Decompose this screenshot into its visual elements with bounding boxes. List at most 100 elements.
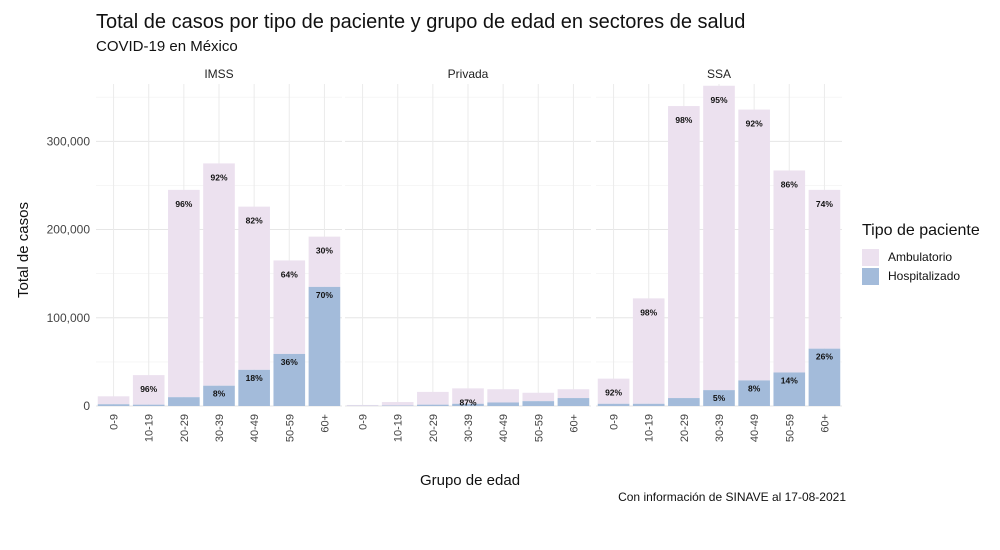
bar-hospitalizado bbox=[738, 380, 770, 406]
bar-ambulatorio bbox=[738, 109, 770, 381]
x-tick-label: 40-49 bbox=[249, 414, 261, 442]
data-label-ambulatorio: 96% bbox=[175, 199, 192, 209]
bar-hospitalizado bbox=[487, 402, 519, 406]
data-label-ambulatorio: 92% bbox=[605, 388, 622, 398]
bar-ambulatorio bbox=[273, 260, 306, 354]
chart-caption: Con información de SINAVE al 17-08-2021 bbox=[618, 490, 846, 504]
x-tick-label: 30-39 bbox=[714, 414, 726, 442]
x-tick-label: 0-9 bbox=[109, 414, 121, 430]
bar-ambulatorio bbox=[381, 402, 414, 406]
facet-label-privada: Privada bbox=[448, 67, 489, 81]
data-label-ambulatorio: 87% bbox=[459, 397, 476, 407]
facet-label-ssa: SSA bbox=[707, 67, 731, 81]
x-tick-label: 10-19 bbox=[644, 414, 656, 442]
bar-ambulatorio bbox=[597, 378, 630, 404]
x-tick-label: 50-59 bbox=[784, 414, 796, 442]
bar-hospitalizado bbox=[273, 353, 306, 406]
bar-ambulatorio bbox=[632, 298, 665, 404]
legend-label-hospitalizado: Hospitalizado bbox=[888, 269, 961, 283]
data-label-hospitalizado: 18% bbox=[246, 373, 263, 383]
bar-ambulatorio bbox=[522, 392, 555, 402]
bar-ambulatorio bbox=[703, 85, 735, 391]
data-label-ambulatorio: 64% bbox=[281, 269, 298, 279]
legend-item-hospitalizado: Hospitalizado bbox=[862, 267, 980, 285]
y-axis-title: Total de casos bbox=[15, 202, 32, 298]
data-label-ambulatorio: 92% bbox=[210, 172, 227, 182]
bar-hospitalizado bbox=[168, 397, 200, 406]
x-tick-label: 10-19 bbox=[393, 414, 405, 442]
legend: Tipo de paciente Ambulatorio Hospitaliza… bbox=[862, 222, 980, 286]
data-label-hospitalizado: 5% bbox=[713, 393, 726, 403]
data-label-hospitalizado: 70% bbox=[316, 290, 333, 300]
data-label-ambulatorio: 74% bbox=[816, 199, 833, 209]
data-label-hospitalizado: 26% bbox=[816, 352, 833, 362]
legend-key-ambulatorio bbox=[862, 248, 879, 266]
chart-title: Total de casos por tipo de paciente y gr… bbox=[96, 11, 746, 33]
x-tick-label: 0-9 bbox=[609, 414, 621, 430]
data-label-ambulatorio: 92% bbox=[746, 119, 763, 129]
bar-ambulatorio bbox=[132, 375, 165, 405]
legend-label-ambulatorio: Ambulatorio bbox=[888, 250, 953, 264]
bar-ambulatorio bbox=[168, 189, 200, 398]
bar-hospitalizado bbox=[132, 404, 165, 406]
x-tick-label: 0-9 bbox=[358, 414, 370, 430]
legend-key-hospitalizado bbox=[862, 267, 879, 285]
bar-hospitalizado bbox=[597, 403, 630, 406]
data-label-ambulatorio: 96% bbox=[140, 384, 157, 394]
y-tick-label: 0 bbox=[83, 399, 90, 413]
data-label-hospitalizado: 8% bbox=[748, 383, 761, 393]
bar-ambulatorio bbox=[452, 388, 484, 404]
bar-hospitalizado bbox=[522, 401, 555, 406]
data-label-hospitalizado: 8% bbox=[213, 389, 226, 399]
x-tick-label: 50-59 bbox=[284, 414, 296, 442]
data-label-ambulatorio: 30% bbox=[316, 246, 333, 256]
y-tick-label: 200,000 bbox=[47, 223, 91, 237]
legend-title: Tipo de paciente bbox=[862, 222, 980, 239]
bar-ambulatorio bbox=[773, 170, 806, 373]
bar-hospitalizado bbox=[668, 398, 700, 406]
x-tick-label: 20-29 bbox=[679, 414, 691, 442]
bar-ambulatorio bbox=[668, 106, 700, 399]
facet-label-imss: IMSS bbox=[204, 67, 233, 81]
bar-ambulatorio bbox=[308, 236, 341, 287]
x-tick-label: 60+ bbox=[568, 414, 580, 433]
legend-item-ambulatorio: Ambulatorio bbox=[862, 248, 980, 266]
x-tick-label: 40-49 bbox=[498, 414, 510, 442]
data-label-ambulatorio: 86% bbox=[781, 179, 798, 189]
bar-hospitalizado bbox=[703, 390, 735, 406]
x-tick-label: 30-39 bbox=[214, 414, 226, 442]
bar-ambulatorio bbox=[97, 396, 130, 405]
bar-hospitalizado bbox=[773, 372, 806, 406]
data-label-ambulatorio: 95% bbox=[710, 95, 727, 105]
bar-hospitalizado bbox=[452, 403, 484, 406]
x-tick-label: 10-19 bbox=[144, 414, 156, 442]
bar-hospitalizado bbox=[808, 348, 841, 406]
data-label-hospitalizado: 14% bbox=[781, 375, 798, 385]
y-tick-label: 100,000 bbox=[47, 311, 91, 325]
bar-ambulatorio bbox=[487, 389, 519, 403]
bar-ambulatorio bbox=[557, 389, 590, 399]
y-tick-label: 300,000 bbox=[47, 134, 91, 148]
bar-ambulatorio bbox=[346, 404, 379, 406]
data-label-ambulatorio: 98% bbox=[675, 115, 692, 125]
data-label-hospitalizado: 36% bbox=[281, 357, 298, 367]
bar-ambulatorio bbox=[203, 163, 235, 386]
bar-hospitalizado bbox=[417, 404, 449, 406]
bar-hospitalizado bbox=[203, 385, 235, 406]
bar-ambulatorio bbox=[808, 189, 841, 349]
x-tick-label: 60+ bbox=[319, 414, 331, 433]
data-label-ambulatorio: 82% bbox=[246, 216, 263, 226]
x-tick-label: 60+ bbox=[819, 414, 831, 433]
x-axis-title: Grupo de edad bbox=[420, 472, 520, 489]
bar-hospitalizado bbox=[308, 286, 341, 406]
bar-hospitalizado bbox=[557, 398, 590, 406]
x-tick-label: 30-39 bbox=[463, 414, 475, 442]
data-label-ambulatorio: 98% bbox=[640, 307, 657, 317]
x-tick-label: 40-49 bbox=[749, 414, 761, 442]
chart-subtitle: COVID-19 en México bbox=[96, 38, 238, 55]
bar-ambulatorio bbox=[238, 206, 270, 370]
bar-hospitalizado bbox=[97, 404, 130, 406]
bar-hospitalizado bbox=[238, 369, 270, 406]
bar-hospitalizado bbox=[632, 403, 665, 406]
